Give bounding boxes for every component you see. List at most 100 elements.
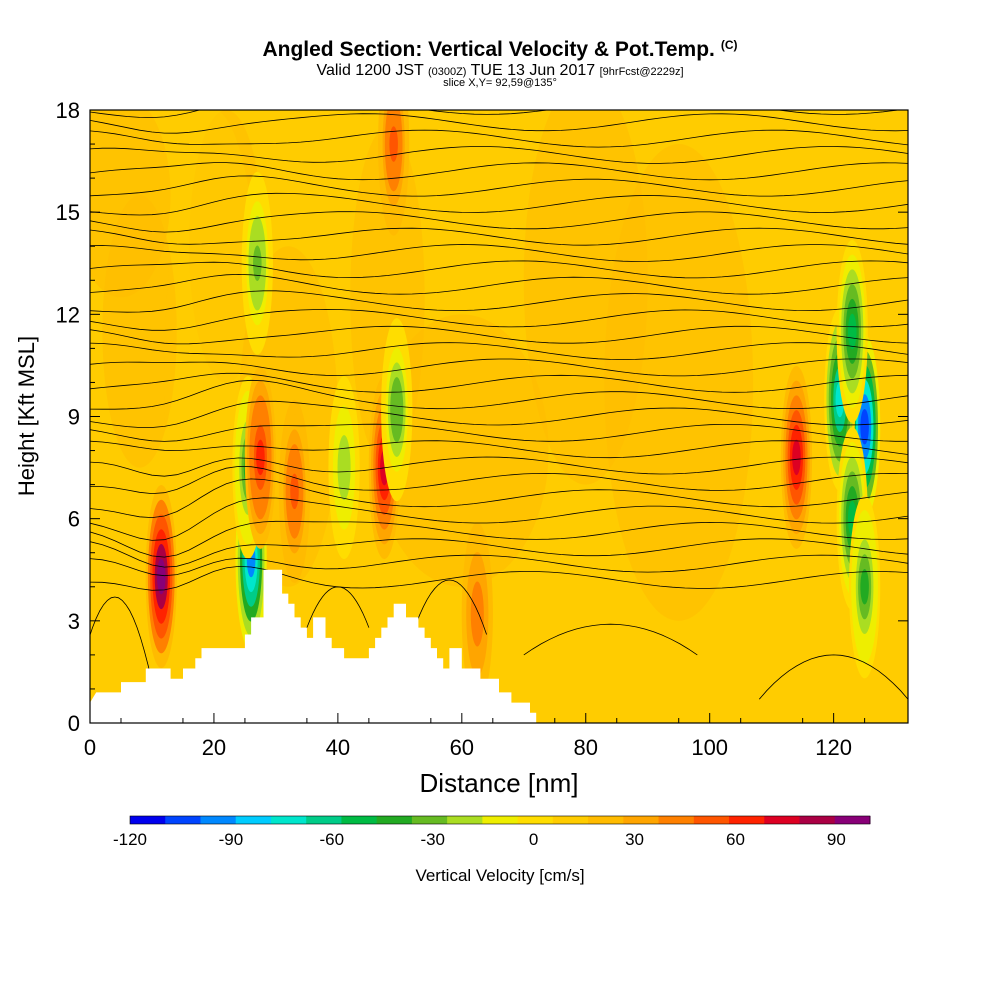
isentrope-line xyxy=(90,244,908,262)
x-tick-label: 20 xyxy=(202,735,226,760)
x-axis-label: Distance [nm] xyxy=(420,768,579,798)
colorbar-swatch xyxy=(306,816,342,824)
terrain xyxy=(90,569,537,723)
velocity-cell xyxy=(792,439,801,476)
colorbar-swatch xyxy=(270,816,307,824)
velocity-cell xyxy=(339,449,349,486)
isentrope-line xyxy=(90,110,901,119)
colorbar-swatch xyxy=(376,816,413,824)
isentrope-line xyxy=(90,227,908,246)
isentrope-line xyxy=(90,497,908,541)
x-tick-label: 60 xyxy=(450,735,474,760)
isentrope-line xyxy=(90,273,908,295)
isentrope-line xyxy=(90,358,908,377)
velocity-cell xyxy=(156,558,166,595)
velocity-cell xyxy=(473,596,482,632)
isentrope-line xyxy=(90,538,908,568)
slice-info: slice X,Y= 92,59@135° xyxy=(443,77,557,89)
colorbar-tick-label: -60 xyxy=(320,830,345,849)
isentrope-line xyxy=(90,478,908,519)
velocity-cell xyxy=(253,245,262,282)
isentrope-line xyxy=(90,342,908,361)
colorbar-swatch xyxy=(834,816,871,824)
colorbar-tick-label: -30 xyxy=(420,830,445,849)
isentrope-line xyxy=(90,162,908,181)
colorbar-swatch xyxy=(764,816,801,824)
colorbar-swatch xyxy=(517,816,554,824)
colorbar-swatch xyxy=(411,816,448,824)
colorbar-tick-label: -90 xyxy=(219,830,244,849)
chart-title: Angled Section: Vertical Velocity & Pot.… xyxy=(262,38,738,61)
y-tick-label: 3 xyxy=(68,609,80,634)
colorbar-swatch xyxy=(799,816,836,824)
colorbar-swatch xyxy=(165,816,201,824)
colorbar-tick-label: 90 xyxy=(827,830,846,849)
velocity-cell xyxy=(847,313,857,350)
y-tick-label: 0 xyxy=(68,711,80,736)
colorbar-swatch xyxy=(658,816,695,824)
y-tick-label: 12 xyxy=(56,302,80,327)
isentrope-line xyxy=(90,211,908,233)
colorbar-swatch xyxy=(623,816,660,824)
isentrope-line xyxy=(90,175,908,197)
colorbar-swatch xyxy=(693,816,730,824)
isentrope-line xyxy=(306,586,370,628)
colorbar-swatch xyxy=(130,816,166,824)
y-tick-label: 6 xyxy=(68,507,80,532)
y-tick-label: 9 xyxy=(68,405,80,430)
y-tick-label: 18 xyxy=(56,98,80,123)
isentrope-line xyxy=(90,379,908,410)
velocity-cell xyxy=(290,473,299,510)
isentrope-line xyxy=(90,456,908,477)
velocity-cell xyxy=(389,126,398,162)
colorbar-swatch xyxy=(341,816,378,824)
isentrope-line xyxy=(90,554,908,577)
isentrope-line xyxy=(90,325,908,345)
isentrope-line xyxy=(758,654,908,700)
isentrope-line xyxy=(90,113,908,134)
y-tick-label: 15 xyxy=(56,200,80,225)
colorbar-swatch xyxy=(588,816,624,824)
colorbar-swatch xyxy=(235,816,272,824)
colorbar-tick-label: -120 xyxy=(113,830,147,849)
heatmap-band xyxy=(604,144,754,621)
colorbar-swatch xyxy=(729,816,765,824)
isentrope-line xyxy=(90,400,908,428)
x-tick-label: 80 xyxy=(574,735,598,760)
isentrope-line xyxy=(90,129,908,148)
isentrope-line xyxy=(90,423,908,442)
velocity-cell xyxy=(860,408,869,445)
colorbar-tick-label: 0 xyxy=(529,830,538,849)
velocity-cell xyxy=(256,439,265,476)
colorbar-swatch xyxy=(482,816,519,824)
chart-subtitle: Valid 1200 JST (0300Z) TUE 13 Jun 2017 [… xyxy=(316,62,684,79)
isentrope-line xyxy=(90,260,908,279)
isentrope-line xyxy=(90,290,908,313)
x-tick-label: 100 xyxy=(691,735,728,760)
velocity-cell xyxy=(860,569,869,605)
isentrope-line xyxy=(90,372,908,393)
isentrope-line xyxy=(90,308,908,331)
colorbar-frame xyxy=(129,815,871,825)
isentrope-line xyxy=(523,623,698,656)
isentrope-line xyxy=(90,465,908,495)
x-tick-label: 120 xyxy=(815,735,852,760)
isentrope-line xyxy=(411,579,487,635)
isentrope-line xyxy=(90,520,908,558)
colorbar-label: Vertical Velocity [cm/s] xyxy=(415,866,584,885)
y-axis-label: Height [Kft MSL] xyxy=(14,336,39,496)
heatmap-band xyxy=(102,195,177,468)
colorbar-swatch xyxy=(552,816,589,824)
isentrope-line xyxy=(90,146,908,164)
isentrope-line xyxy=(90,565,908,591)
x-tick-label: 0 xyxy=(84,735,96,760)
x-tick-label: 40 xyxy=(326,735,350,760)
colorbar-swatch xyxy=(447,816,483,824)
colorbar-swatch xyxy=(200,816,237,824)
velocity-cell xyxy=(392,391,402,428)
isentrope-line xyxy=(90,192,908,216)
isentrope-line xyxy=(90,440,908,459)
colorbar-tick-label: 60 xyxy=(726,830,745,849)
colorbar-tick-label: 30 xyxy=(625,830,644,849)
